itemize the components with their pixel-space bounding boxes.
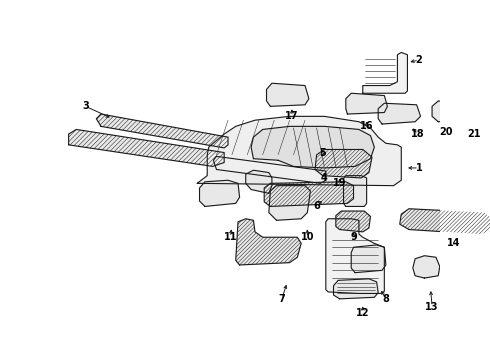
Text: 12: 12 [356,308,369,318]
Polygon shape [346,93,388,114]
Polygon shape [485,116,490,243]
Polygon shape [459,103,482,124]
Polygon shape [334,279,378,299]
Polygon shape [69,130,224,166]
Polygon shape [378,103,420,124]
Polygon shape [315,149,372,178]
Text: 5: 5 [319,148,326,158]
Polygon shape [343,176,367,206]
Text: 19: 19 [333,178,346,188]
Text: 2: 2 [416,55,422,65]
Text: 18: 18 [412,129,425,139]
Polygon shape [400,209,490,234]
Text: 17: 17 [285,111,299,121]
Text: 14: 14 [447,238,461,248]
Polygon shape [245,170,272,193]
Polygon shape [267,83,309,106]
Polygon shape [269,186,311,220]
Text: 4: 4 [321,173,328,183]
Polygon shape [199,180,240,206]
Text: 20: 20 [439,127,453,137]
Text: 21: 21 [467,129,481,139]
Text: 1: 1 [416,163,422,173]
Polygon shape [351,245,386,273]
Text: 6: 6 [313,202,320,211]
Polygon shape [264,182,354,206]
Polygon shape [251,126,374,168]
Polygon shape [363,53,408,93]
Text: 16: 16 [360,121,373,131]
Polygon shape [214,156,326,183]
Text: 11: 11 [223,232,237,242]
Polygon shape [197,116,401,186]
Polygon shape [236,219,301,265]
Polygon shape [336,211,370,232]
Polygon shape [326,219,384,293]
Text: 7: 7 [278,294,285,304]
Text: 8: 8 [382,294,390,304]
Polygon shape [432,101,459,122]
Text: 3: 3 [82,101,89,111]
Polygon shape [97,114,228,148]
Text: 13: 13 [425,302,439,311]
Text: 9: 9 [350,232,357,242]
Text: 10: 10 [300,232,314,242]
Polygon shape [413,256,440,278]
